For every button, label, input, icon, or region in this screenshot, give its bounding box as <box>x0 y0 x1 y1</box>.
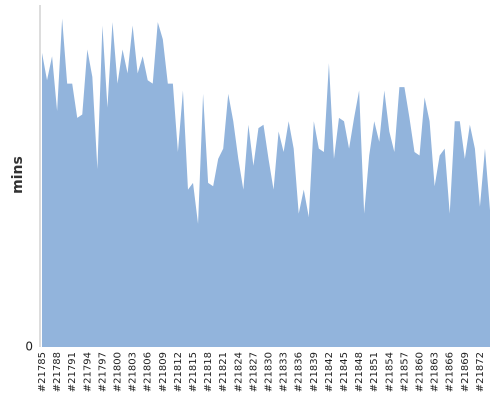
y-axis-label: mins <box>10 156 26 194</box>
y-tick-label: 0 <box>25 340 33 354</box>
x-tick-label: #21809 <box>158 352 169 392</box>
x-tick-label: #21860 <box>415 352 426 392</box>
x-tick-label: #21842 <box>324 352 335 392</box>
x-tick-label: #21863 <box>430 352 441 392</box>
x-tick-label: #21836 <box>294 352 305 392</box>
x-tick-label: #21851 <box>369 352 380 392</box>
x-tick-label: #21824 <box>233 352 244 392</box>
x-tick-label: #21857 <box>399 352 410 392</box>
x-tick-label: #21794 <box>82 352 93 392</box>
x-tick-label: #21830 <box>264 352 275 392</box>
x-tick-label: #21869 <box>460 352 471 392</box>
x-tick-label: #21800 <box>113 352 124 392</box>
x-tick-label: #21854 <box>384 352 395 392</box>
x-tick-label: #21848 <box>354 352 365 392</box>
x-tick-label: #21833 <box>279 352 290 392</box>
x-tick-label: #21827 <box>248 352 259 392</box>
x-tick-label: #21812 <box>173 352 184 392</box>
x-tick-label: #21866 <box>445 352 456 392</box>
x-tick-label: #21797 <box>97 352 108 392</box>
x-tick-label: #21872 <box>475 352 486 392</box>
x-tick-label: #21818 <box>203 352 214 392</box>
area <box>42 18 490 348</box>
x-tick-label: #21806 <box>143 352 154 392</box>
x-tick-label: #21845 <box>339 352 350 392</box>
x-tick-label: #21815 <box>188 352 199 392</box>
x-tick-label: #21803 <box>128 352 139 392</box>
x-tick-label: #21821 <box>218 352 229 392</box>
x-tick-label: #21791 <box>67 352 78 392</box>
x-tick-label: #21839 <box>309 352 320 392</box>
x-tick-label: #21785 <box>37 352 48 392</box>
x-tick-label: #21788 <box>52 352 63 392</box>
